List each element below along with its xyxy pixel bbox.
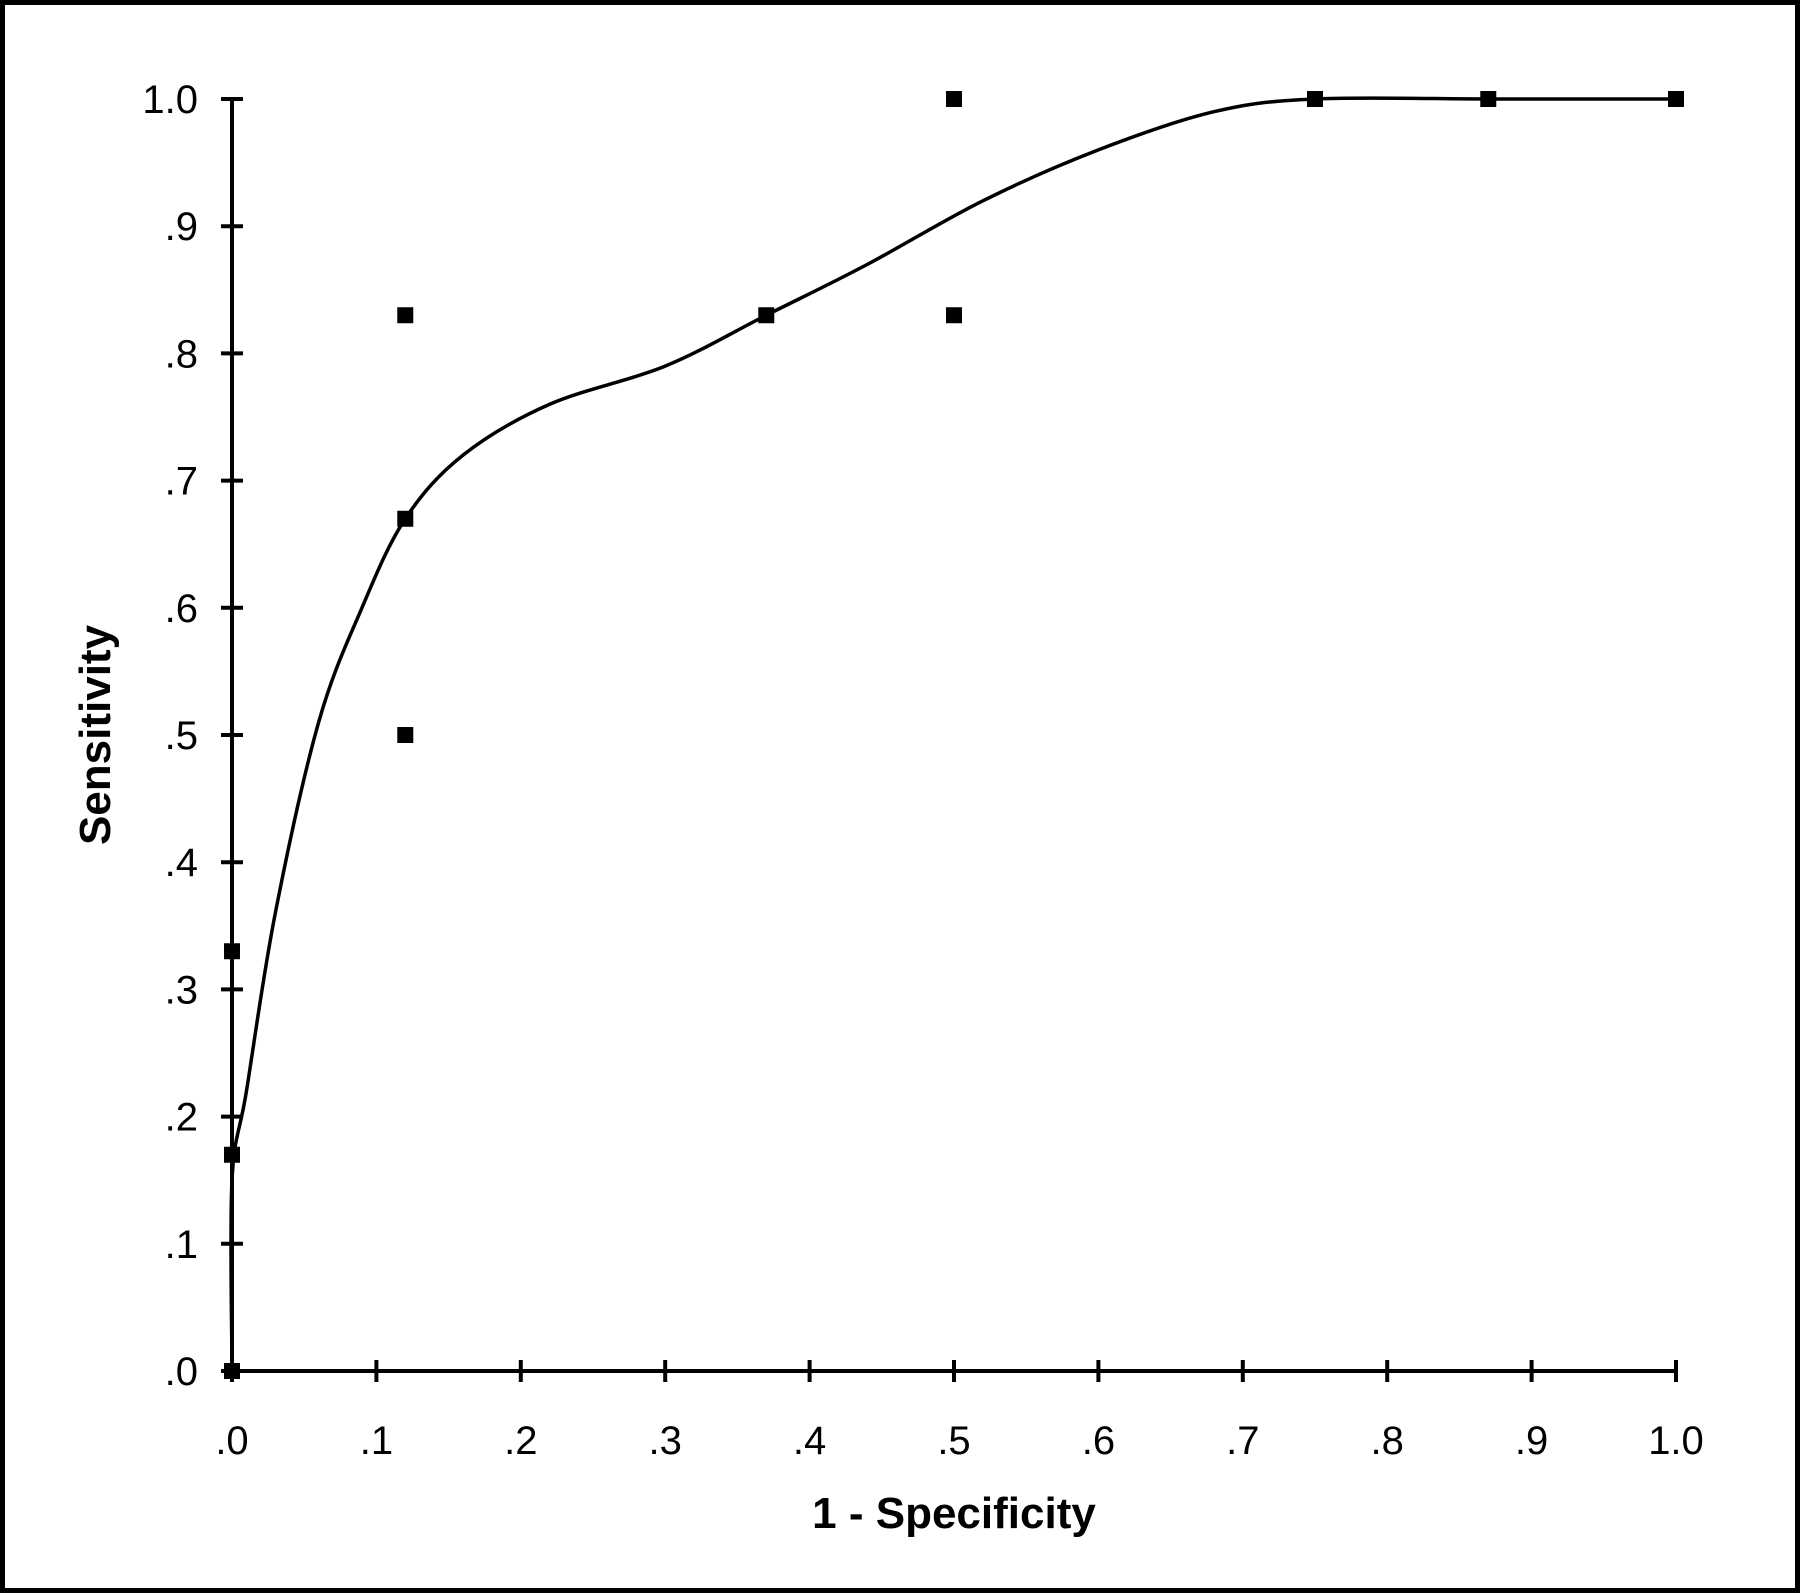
data-point — [397, 307, 414, 324]
x-tick-label: .2 — [504, 1419, 537, 1463]
y-ticks: .0 .1 .2 .3 .4 .5 .6 .7 .8 .9 1.0 — [142, 78, 243, 1394]
x-tick-label: .8 — [1371, 1419, 1404, 1463]
data-point — [224, 943, 240, 960]
y-tick-label: .8 — [165, 332, 198, 376]
x-tick-label: .7 — [1226, 1419, 1259, 1463]
data-point — [397, 510, 414, 527]
data-point — [224, 1363, 240, 1379]
x-tick-label: .5 — [937, 1419, 970, 1463]
y-tick-label: .0 — [165, 1350, 198, 1394]
y-axis-title: Sensitivity — [71, 624, 120, 845]
y-tick-label: .3 — [165, 968, 198, 1012]
data-point — [397, 727, 414, 743]
roc-curve — [229, 96, 1676, 1372]
x-tick-label: 1.0 — [1648, 1419, 1704, 1463]
x-tick-label: .9 — [1515, 1419, 1548, 1463]
data-point — [1480, 91, 1497, 107]
data-point — [946, 307, 962, 324]
y-tick-label: .2 — [165, 1096, 198, 1140]
points-layer — [224, 91, 1684, 1379]
y-tick-label: .6 — [165, 587, 198, 631]
y-tick-label: .1 — [165, 1223, 198, 1267]
x-ticks: .0 .1 .2 .3 .4 .5 .6 .7 .8 .9 1.0 — [215, 1360, 1704, 1463]
axes — [230, 99, 1676, 1373]
y-tick-label: .5 — [165, 714, 198, 758]
curve-layer — [229, 96, 1676, 1372]
data-point — [758, 307, 775, 324]
y-tick-label: .4 — [165, 841, 198, 885]
x-tick-label: .3 — [649, 1419, 682, 1463]
x-tick-label: .6 — [1082, 1419, 1115, 1463]
data-point — [1668, 91, 1684, 107]
data-point — [1307, 91, 1323, 107]
x-tick-label: .4 — [793, 1419, 826, 1463]
y-tick-label: 1.0 — [142, 78, 198, 122]
x-tick-label: .1 — [360, 1419, 393, 1463]
y-tick-label: .7 — [165, 460, 198, 504]
x-axis-title: 1 - Specificity — [812, 1489, 1096, 1538]
data-point — [946, 91, 962, 107]
x-tick-label: .0 — [215, 1419, 248, 1463]
data-point — [224, 1146, 240, 1163]
y-tick-label: .9 — [165, 205, 198, 249]
